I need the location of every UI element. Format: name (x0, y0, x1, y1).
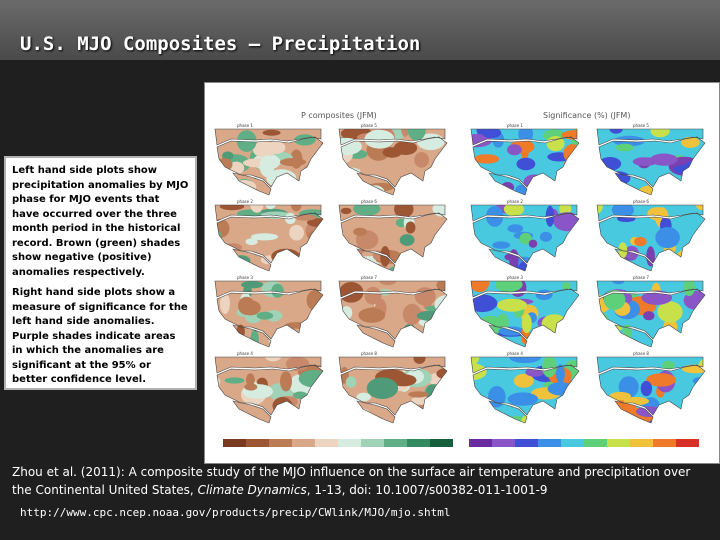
us-map (211, 203, 329, 277)
anomaly-colorbar (223, 439, 453, 447)
us-map (335, 279, 453, 353)
source-url-link[interactable]: http://www.cpc.ncep.noaa.gov/products/pr… (20, 506, 451, 519)
us-map (593, 355, 711, 429)
citation: Zhou et al. (2011): A composite study of… (12, 463, 712, 499)
phase-label: phase 8 (633, 351, 649, 356)
phase-label: phase 5 (361, 123, 377, 128)
mjo-composite-figure: P composites (JFM) Significance (%) (JFM… (204, 82, 720, 464)
phase-label: phase 3 (507, 275, 523, 280)
us-map (335, 203, 453, 277)
left-heading: P composites (JFM) (301, 111, 377, 120)
us-map (335, 355, 453, 429)
significance-map-panel: phase 7 (593, 275, 711, 353)
phase-label: phase 6 (361, 199, 377, 204)
anomaly-map-panel: phase 8 (335, 351, 453, 429)
us-map (211, 127, 329, 201)
citation-details: , 1-13, doi: 10.1007/s00382-011-1001-9 (306, 483, 548, 497)
us-map (467, 279, 585, 353)
us-map (211, 279, 329, 353)
callout-right-explanation: Right hand side plots show a measure of … (12, 287, 188, 385)
anomaly-map-panel: phase 7 (335, 275, 453, 353)
us-map (335, 127, 453, 201)
phase-label: phase 7 (633, 275, 649, 280)
significance-map-panel: phase 4 (467, 351, 585, 429)
us-map (211, 355, 329, 429)
us-map (467, 203, 585, 277)
significance-map-panel: phase 5 (593, 123, 711, 201)
phase-label: phase 8 (361, 351, 377, 356)
phase-label: phase 4 (507, 351, 523, 356)
phase-label: phase 1 (237, 123, 253, 128)
significance-map-panel: phase 2 (467, 199, 585, 277)
anomaly-map-panel: phase 6 (335, 199, 453, 277)
us-map (593, 279, 711, 353)
slide-title: U.S. MJO Composites – Precipitation (20, 33, 421, 55)
anomaly-map-panel: phase 1 (211, 123, 329, 201)
us-map (467, 127, 585, 201)
us-map (593, 127, 711, 201)
significance-map-panel: phase 8 (593, 351, 711, 429)
explanation-callout: Left hand side plots show precipitation … (4, 156, 197, 390)
significance-colorbar (469, 439, 699, 447)
anomaly-map-panel: phase 3 (211, 275, 329, 353)
phase-label: phase 6 (633, 199, 649, 204)
phase-label: phase 2 (237, 199, 253, 204)
anomaly-map-panel: phase 4 (211, 351, 329, 429)
significance-map-panel: phase 1 (467, 123, 585, 201)
significance-map-panel: phase 6 (593, 199, 711, 277)
phase-label: phase 4 (237, 351, 253, 356)
title-bar: U.S. MJO Composites – Precipitation (0, 0, 720, 60)
callout-left-explanation: Left hand side plots show precipitation … (12, 165, 189, 278)
anomaly-map-panel: phase 2 (211, 199, 329, 277)
phase-label: phase 5 (633, 123, 649, 128)
phase-label: phase 7 (361, 275, 377, 280)
us-map (467, 355, 585, 429)
right-heading: Significance (%) (JFM) (543, 111, 631, 120)
significance-map-panel: phase 3 (467, 275, 585, 353)
citation-journal: Climate Dynamics (197, 483, 307, 497)
phase-label: phase 1 (507, 123, 523, 128)
phase-label: phase 2 (507, 199, 523, 204)
us-map (593, 203, 711, 277)
phase-label: phase 3 (237, 275, 253, 280)
citation-authors: Zhou et al. (2011): A composite study of… (12, 465, 691, 497)
anomaly-map-panel: phase 5 (335, 123, 453, 201)
